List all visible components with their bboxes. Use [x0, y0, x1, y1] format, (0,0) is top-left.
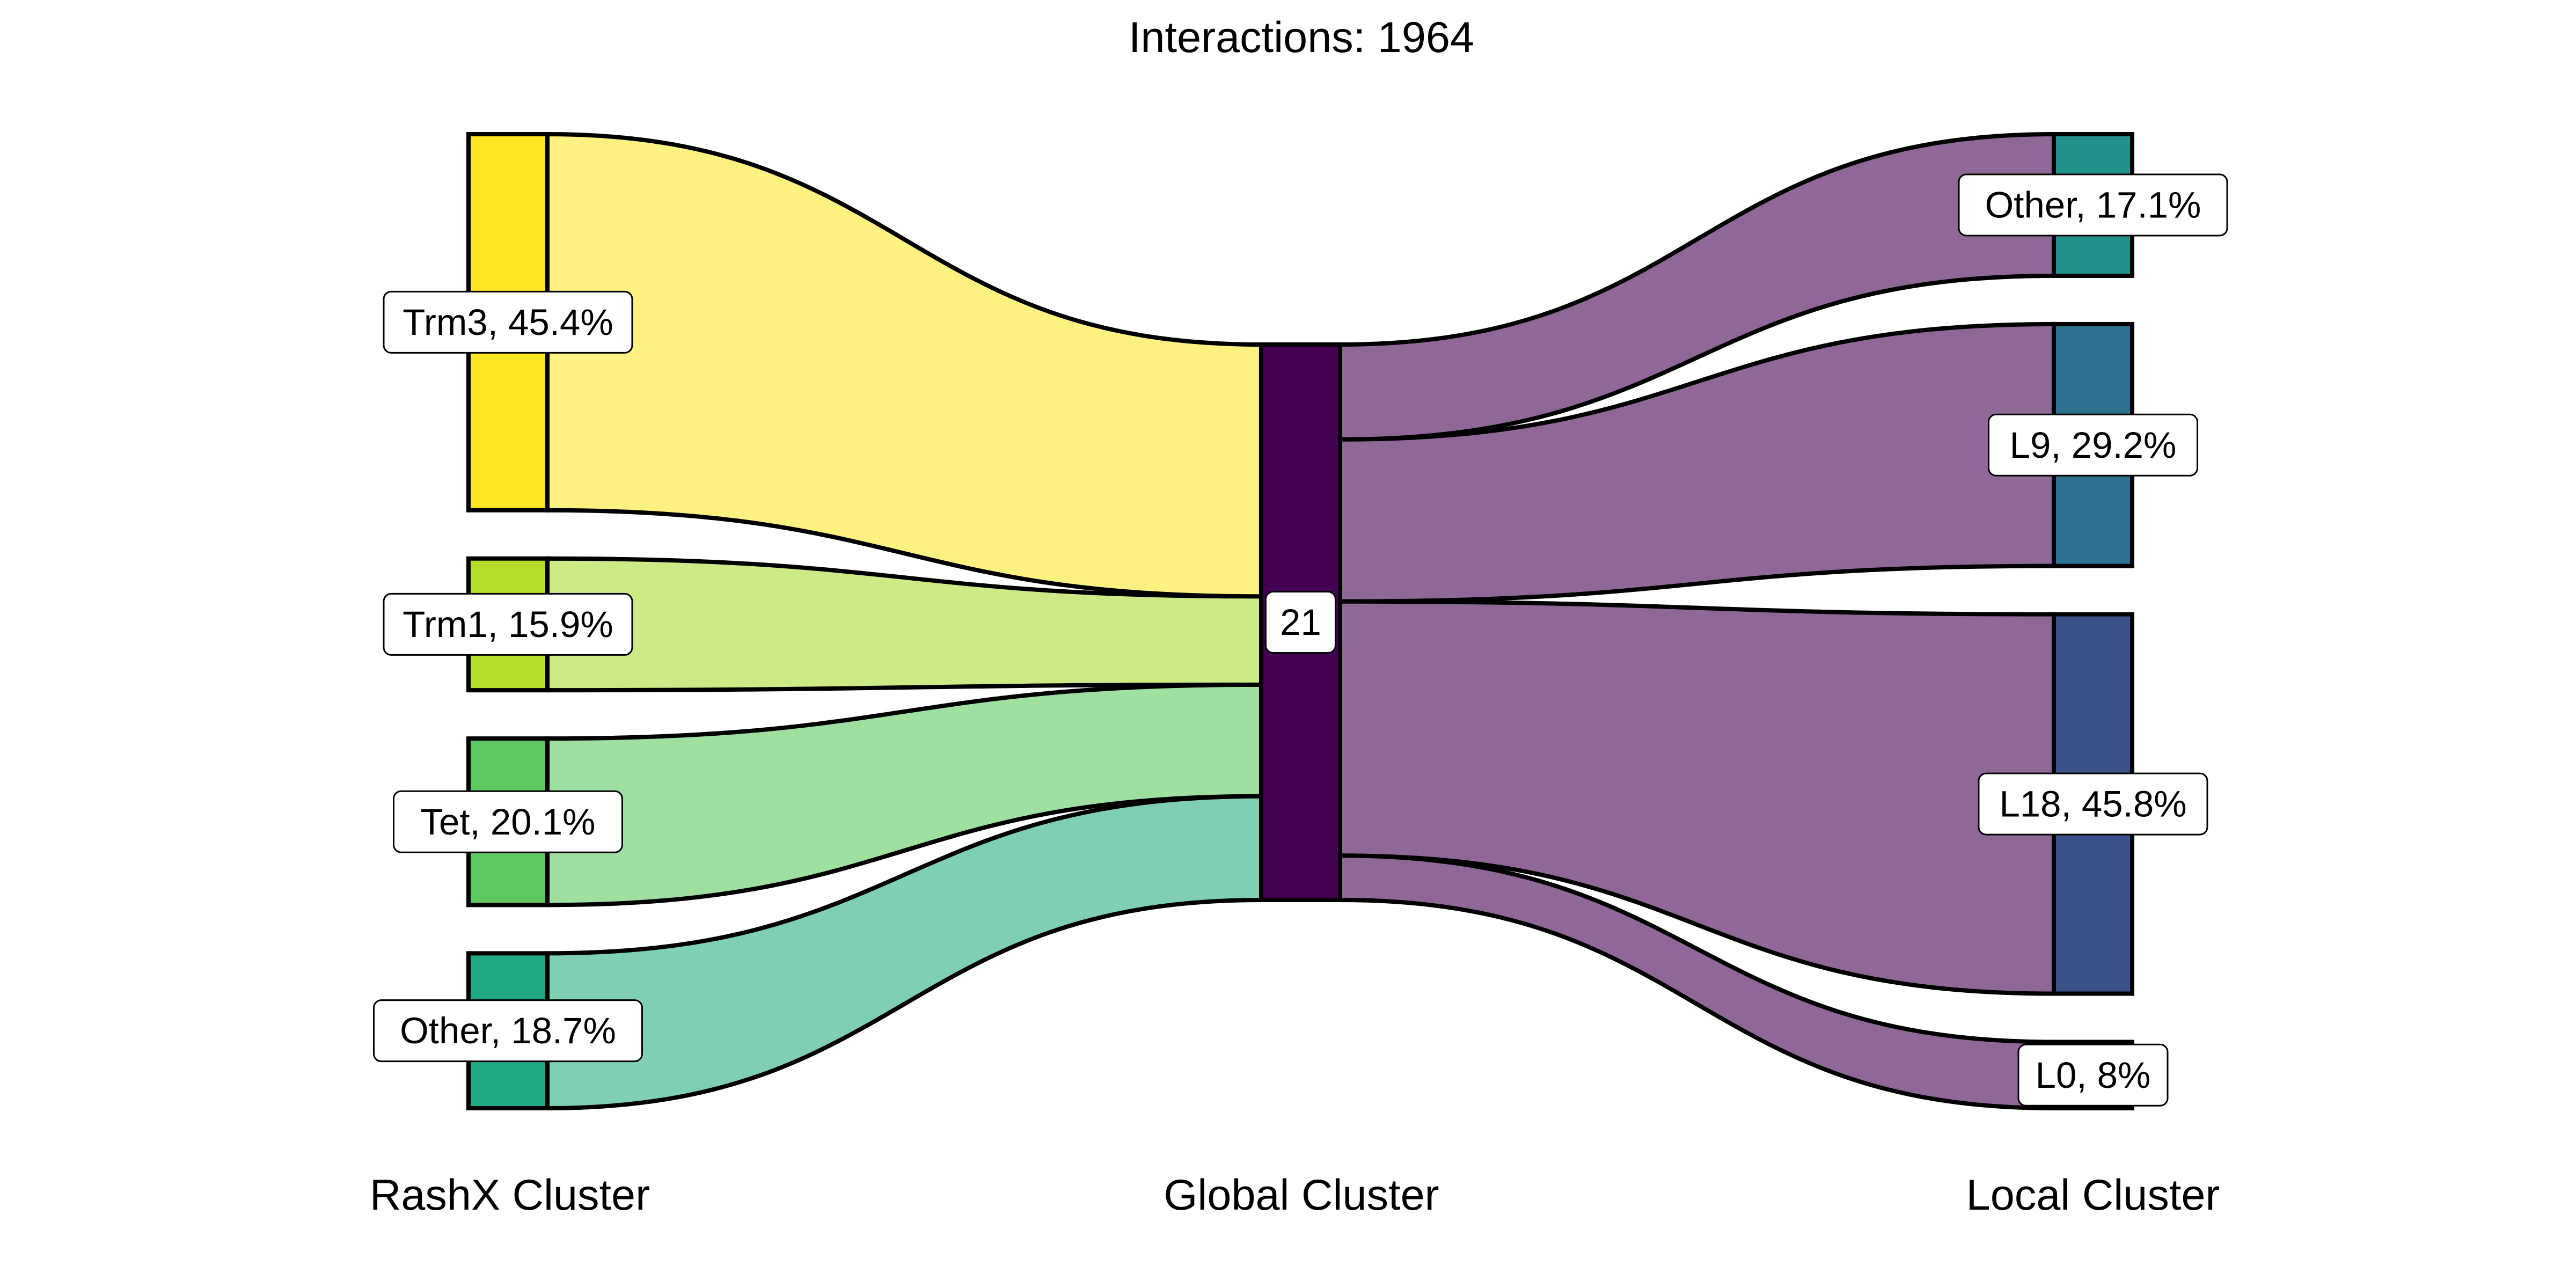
left-label-tet-box	[393, 790, 623, 853]
right-column-label: Local Cluster	[1966, 1171, 2220, 1219]
left-label-trm1-text: Trm1, 15.9%	[402, 604, 613, 645]
flow-global-to-l18	[1338, 599, 2056, 996]
left-label-trm3-text: Trm3, 45.4%	[402, 302, 613, 343]
left-label-tet-text: Tet, 20.1%	[420, 801, 595, 843]
right-label-l18: L18, 45.8%	[1978, 772, 2208, 836]
left-label-other-box	[373, 999, 643, 1063]
right-label-l9-text: L9, 29.2%	[2010, 425, 2177, 466]
right-label-other-box	[1958, 173, 2228, 237]
right-label-l0-text: L0, 8%	[2036, 1055, 2151, 1096]
flow-trm3-to-global	[545, 131, 1263, 599]
right-label-other-text: Other, 17.1%	[1985, 184, 2201, 225]
left-label-other-text: Other, 18.7%	[400, 1010, 616, 1051]
left-column-label: RashX Cluster	[370, 1171, 650, 1219]
left-label-tet: Tet, 20.1%	[393, 790, 623, 853]
middle-label-21-text: 21	[1280, 602, 1321, 643]
left-label-trm3-box	[383, 290, 633, 354]
right-label-l18-box	[1978, 772, 2208, 836]
left-label-trm1: Trm1, 15.9%	[383, 592, 633, 656]
left-label-trm3: Trm3, 45.4%	[383, 290, 633, 354]
middle-column-label: Global Cluster	[1163, 1171, 1439, 1219]
right-label-other: Other, 17.1%	[1958, 173, 2228, 237]
labels-layer: Trm3, 45.4% Trm1, 15.9% Tet, 20.1% Other, 1…	[373, 173, 2228, 1107]
right-label-l9-box	[1988, 413, 2198, 477]
right-label-l0: L0, 8%	[2017, 1043, 2169, 1107]
right-label-l18-text: L18, 45.8%	[1999, 784, 2186, 825]
left-label-trm1-box	[383, 592, 633, 656]
right-label-l0-box	[2017, 1043, 2169, 1107]
middle-label-21: 21	[1265, 591, 1336, 654]
left-label-other: Other, 18.7%	[373, 999, 643, 1063]
middle-label-21-box	[1265, 591, 1336, 654]
chart-title: Interactions: 1964	[1129, 13, 1474, 62]
right-label-l9: L9, 29.2%	[1988, 413, 2198, 477]
flows-layer	[545, 131, 2056, 1111]
